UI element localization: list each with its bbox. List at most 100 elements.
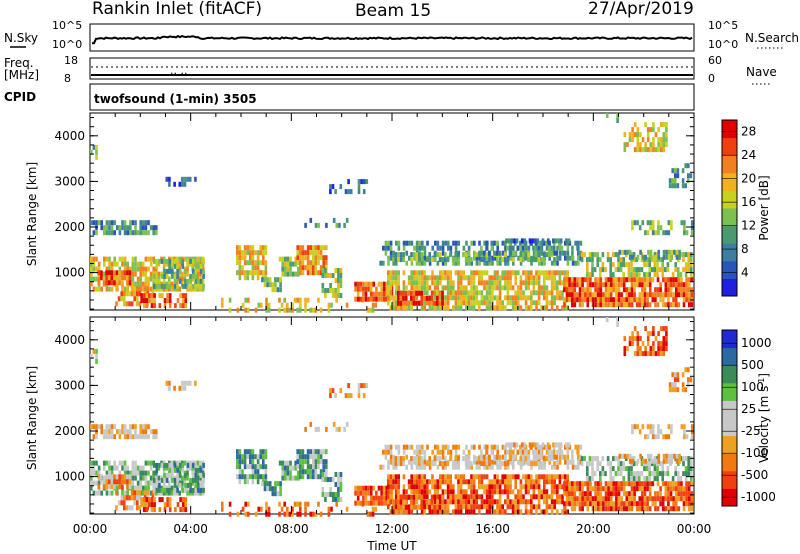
heatmap-cell	[387, 255, 390, 261]
heatmap-cell	[646, 424, 650, 430]
heatmap-cell	[297, 271, 300, 277]
heatmap-cell	[136, 261, 140, 267]
colorbar-segment	[722, 453, 737, 472]
heatmap-cell	[397, 444, 401, 450]
heatmap-cell	[314, 270, 318, 276]
heatmap-cell	[105, 225, 109, 231]
heatmap-cell	[534, 250, 538, 256]
heatmap-cell	[467, 509, 471, 515]
heatmap-cell	[389, 479, 393, 485]
heatmap-cell	[301, 464, 305, 470]
heatmap-cell	[669, 277, 673, 283]
heatmap-cell	[493, 275, 497, 281]
heatmap-cell	[123, 500, 126, 506]
heatmap-cell	[143, 490, 147, 496]
heatmap-cell	[447, 245, 450, 251]
heatmap-cell	[514, 479, 517, 485]
heatmap-cell	[623, 147, 627, 153]
heatmap-cell	[110, 429, 114, 435]
heatmap-cell	[299, 302, 302, 308]
heatmap-cell	[543, 305, 546, 311]
heatmap-cell	[161, 293, 164, 299]
heatmap-cell	[512, 260, 515, 266]
heatmap-cell	[293, 501, 297, 507]
heatmap-cell	[687, 262, 690, 268]
heatmap-cell	[301, 474, 305, 480]
heatmap-cell	[638, 481, 642, 487]
heatmap-cell	[661, 297, 665, 303]
heatmap-cell	[496, 509, 499, 515]
heatmap-cell	[362, 495, 365, 501]
heatmap-cell	[573, 496, 577, 502]
colorbar-tick-label: -500	[741, 468, 768, 482]
heatmap-cell	[304, 506, 307, 512]
heatmap-cell	[436, 280, 439, 286]
heatmap-cell	[410, 305, 413, 311]
heatmap-cell	[170, 281, 174, 287]
heatmap-cell	[485, 489, 489, 495]
heatmap-cell	[609, 486, 613, 492]
heatmap-cell	[296, 260, 299, 266]
heatmap-cell	[615, 506, 618, 512]
heatmap-cell	[150, 303, 154, 309]
heatmap-cell	[475, 489, 478, 495]
heatmap-cell	[194, 268, 198, 274]
heatmap-cell	[677, 481, 681, 487]
heatmap-cell	[397, 305, 400, 311]
heatmap-cell	[110, 474, 114, 480]
heatmap-cell	[561, 295, 564, 301]
heatmap-cell	[586, 496, 590, 502]
heatmap-cell	[480, 295, 484, 301]
heatmap-cell	[194, 380, 197, 386]
heatmap-cell	[559, 238, 563, 244]
heatmap-cell	[264, 245, 268, 251]
colorbar-tick-label: -25	[741, 424, 761, 438]
heatmap-cell	[565, 287, 569, 293]
heatmap-cell	[436, 449, 440, 455]
heatmap-cell	[254, 307, 258, 313]
freq-label: Freq.	[4, 56, 34, 70]
heatmap-cell	[296, 245, 299, 251]
heatmap-cell	[509, 255, 512, 261]
heatmap-cell	[467, 499, 471, 505]
heatmap-cell	[176, 502, 180, 508]
heatmap-cell	[569, 255, 572, 261]
heatmap-cell	[170, 460, 174, 466]
heatmap-cell	[488, 499, 491, 505]
heatmap-cell	[566, 245, 570, 251]
heatmap-cell	[431, 270, 434, 276]
heatmap-cell	[243, 464, 247, 470]
heatmap-cell	[490, 444, 494, 450]
heatmap-cell	[478, 260, 481, 266]
heatmap-cell	[241, 454, 244, 460]
heatmap-cell	[265, 307, 268, 313]
heatmap-cell	[418, 270, 421, 276]
heatmap-cell	[583, 496, 587, 502]
heatmap-cell	[95, 358, 98, 364]
heatmap-cell	[548, 290, 551, 296]
heatmap-cell	[420, 479, 424, 485]
heatmap-cell	[184, 502, 188, 508]
heatmap-cell	[662, 351, 666, 357]
heatmap-cell	[428, 499, 431, 505]
heatmap-cell	[306, 297, 310, 303]
heatmap-cell	[126, 470, 129, 476]
heatmap-cell	[426, 504, 429, 510]
heatmap-cell	[344, 189, 348, 195]
heatmap-cell	[681, 168, 685, 174]
heatmap-cell	[683, 230, 686, 236]
heatmap-cell	[553, 454, 557, 460]
heatmap-cell	[402, 499, 405, 505]
heatmap-cell	[675, 249, 679, 255]
heatmap-cell	[623, 336, 627, 342]
heatmap-cell	[314, 464, 318, 470]
heatmap-cell	[511, 499, 515, 505]
heatmap-cell	[520, 238, 524, 244]
heatmap-cell	[524, 275, 528, 281]
heatmap-cell	[394, 456, 398, 462]
heatmap-cell	[354, 286, 357, 292]
heatmap-cell	[155, 286, 158, 292]
heatmap-cell	[392, 275, 395, 281]
heatmap-cell	[652, 254, 655, 260]
